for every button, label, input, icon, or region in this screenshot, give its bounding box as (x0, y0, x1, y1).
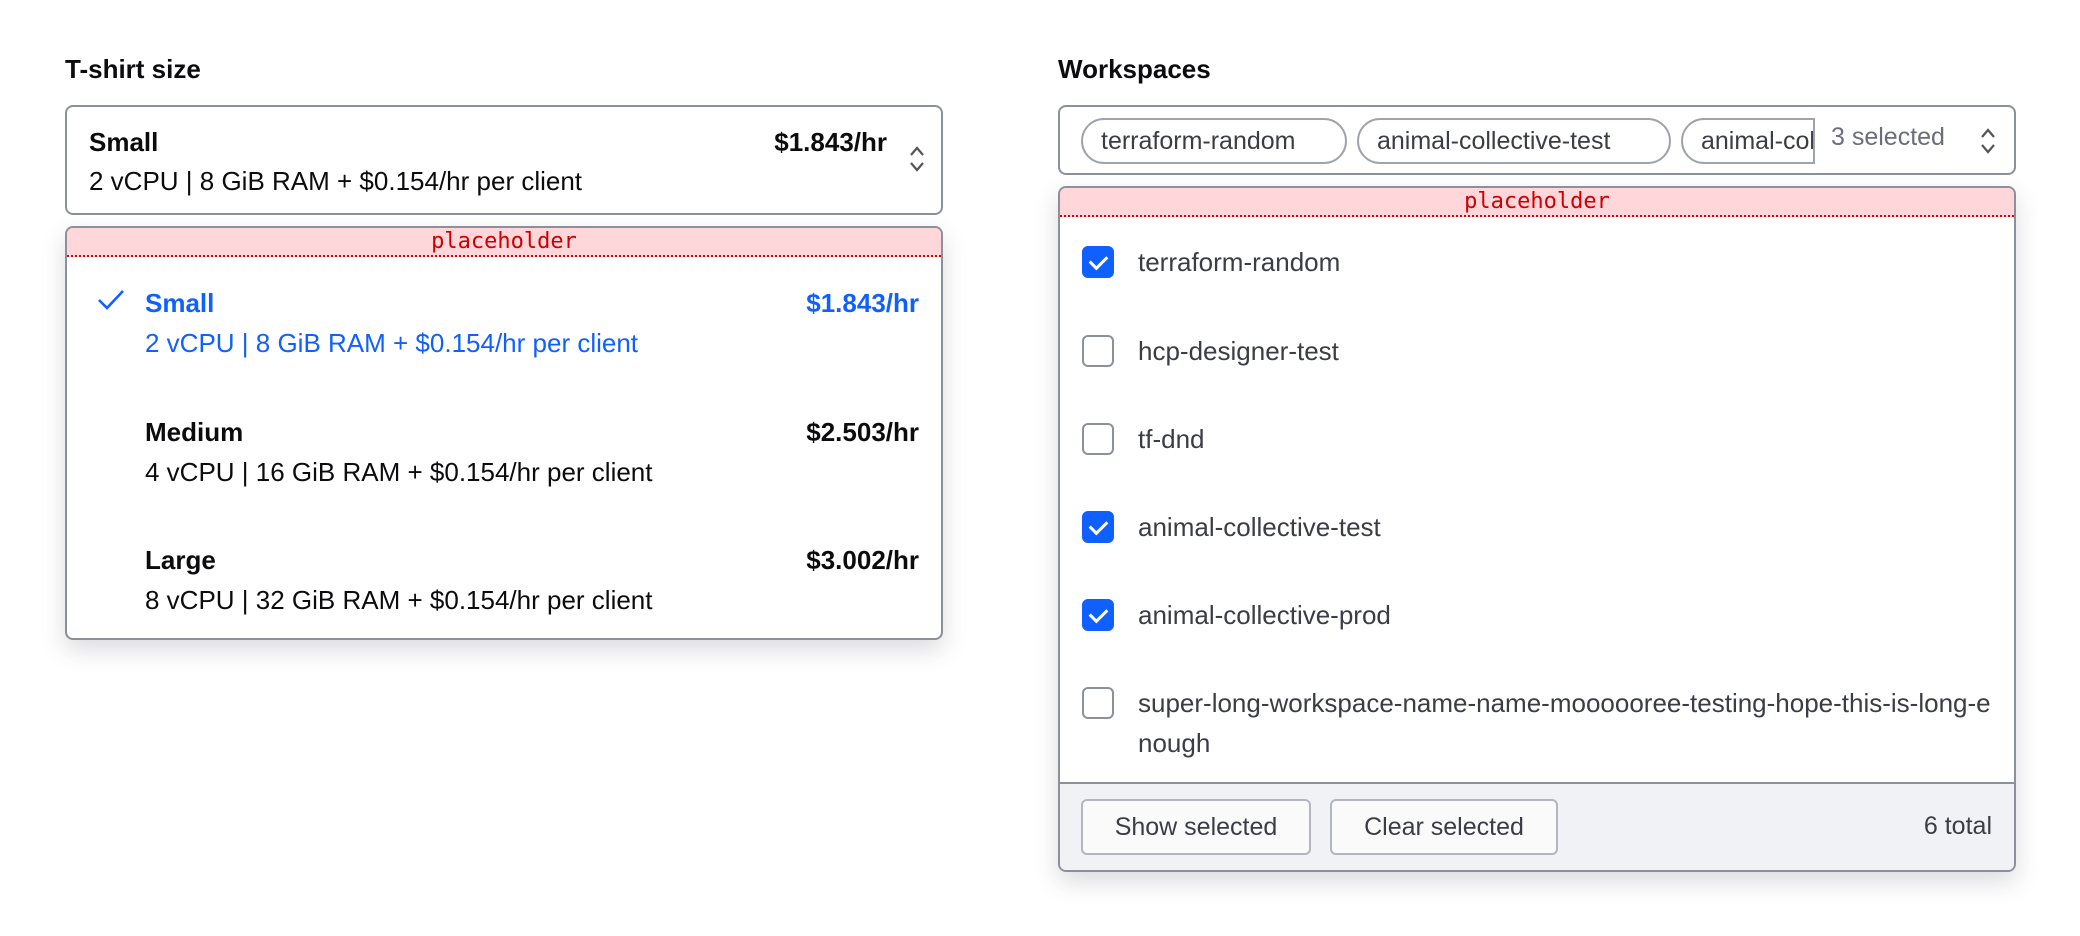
workspaces-listbox: placeholder terraform-random hcp-designe… (1058, 186, 2016, 872)
checkbox-checked[interactable] (1082, 599, 1114, 631)
clear-selected-button[interactable]: Clear selected (1330, 799, 1558, 855)
checkmark-icon (98, 290, 124, 310)
option-name: Medium (145, 417, 244, 447)
option-price: $2.503/hr (806, 417, 919, 447)
workspace-option[interactable]: animal-collective-test (1060, 507, 2014, 547)
workspace-name: animal-collective-test (1138, 512, 1381, 542)
show-selected-button[interactable]: Show selected (1081, 799, 1311, 855)
placeholder-banner: placeholder (1060, 188, 2014, 217)
checkbox-checked[interactable] (1082, 246, 1114, 278)
workspaces-label: Workspaces (1058, 54, 1211, 84)
option-medium[interactable]: Medium $2.503/hr 4 vCPU | 16 GiB RAM + $… (67, 407, 941, 517)
workspace-option[interactable]: hcp-designer-test (1060, 331, 2014, 371)
workspace-option[interactable]: terraform-random (1060, 242, 2014, 282)
checkbox[interactable] (1082, 687, 1114, 719)
workspace-option[interactable]: tf-dnd (1060, 419, 2014, 459)
option-desc: 2 vCPU | 8 GiB RAM + $0.154/hr per clien… (145, 328, 639, 358)
checkbox[interactable] (1082, 335, 1114, 367)
checkbox-checked[interactable] (1082, 511, 1114, 543)
placeholder-banner: placeholder (67, 228, 941, 257)
selected-price: $1.843/hr (774, 127, 887, 157)
option-name: Small (145, 288, 215, 318)
workspace-name: terraform-random (1138, 247, 1341, 277)
listbox-footer: Show selected Clear selected 6 total (1060, 782, 2014, 870)
tshirt-size-select[interactable]: Small $1.843/hr 2 vCPU | 8 GiB RAM + $0.… (65, 105, 943, 215)
selected-chip[interactable]: terraform-random (1081, 118, 1347, 164)
workspace-name: animal-collective-prod (1138, 600, 1391, 630)
workspace-name: super-long-workspace-name-name-moooooree… (1138, 688, 1991, 758)
tshirt-size-listbox: placeholder Small $1.843/hr 2 vCPU | 8 G… (65, 226, 943, 640)
workspace-name: tf-dnd (1138, 424, 1205, 454)
option-desc: 8 vCPU | 32 GiB RAM + $0.154/hr per clie… (145, 585, 653, 615)
chevron-up-down-icon (1981, 128, 1995, 154)
selected-chip[interactable]: animal-collective-prod (1681, 118, 1815, 164)
option-price: $1.843/hr (806, 288, 919, 318)
selected-desc: 2 vCPU | 8 GiB RAM + $0.154/hr per clien… (89, 166, 583, 196)
selected-count: 3 selected (1831, 123, 1945, 151)
checkbox[interactable] (1082, 423, 1114, 455)
total-count: 6 total (1923, 812, 1992, 840)
chevron-up-down-icon (910, 146, 924, 172)
option-name: Large (145, 545, 216, 575)
option-large[interactable]: Large $3.002/hr 8 vCPU | 32 GiB RAM + $0… (67, 535, 941, 638)
tshirt-size-label: T-shirt size (65, 54, 201, 84)
selected-name: Small (89, 127, 159, 157)
selected-chip[interactable]: animal-collective-test (1357, 118, 1671, 164)
option-price: $3.002/hr (806, 545, 919, 575)
workspace-name: hcp-designer-test (1138, 336, 1339, 366)
workspace-option[interactable]: super-long-workspace-name-name-moooooree… (1060, 683, 2014, 763)
option-small[interactable]: Small $1.843/hr 2 vCPU | 8 GiB RAM + $0.… (67, 278, 941, 388)
workspaces-multiselect[interactable]: terraform-random animal-collective-test … (1058, 105, 2016, 175)
workspace-option[interactable]: animal-collective-prod (1060, 595, 2014, 635)
option-desc: 4 vCPU | 16 GiB RAM + $0.154/hr per clie… (145, 457, 653, 487)
